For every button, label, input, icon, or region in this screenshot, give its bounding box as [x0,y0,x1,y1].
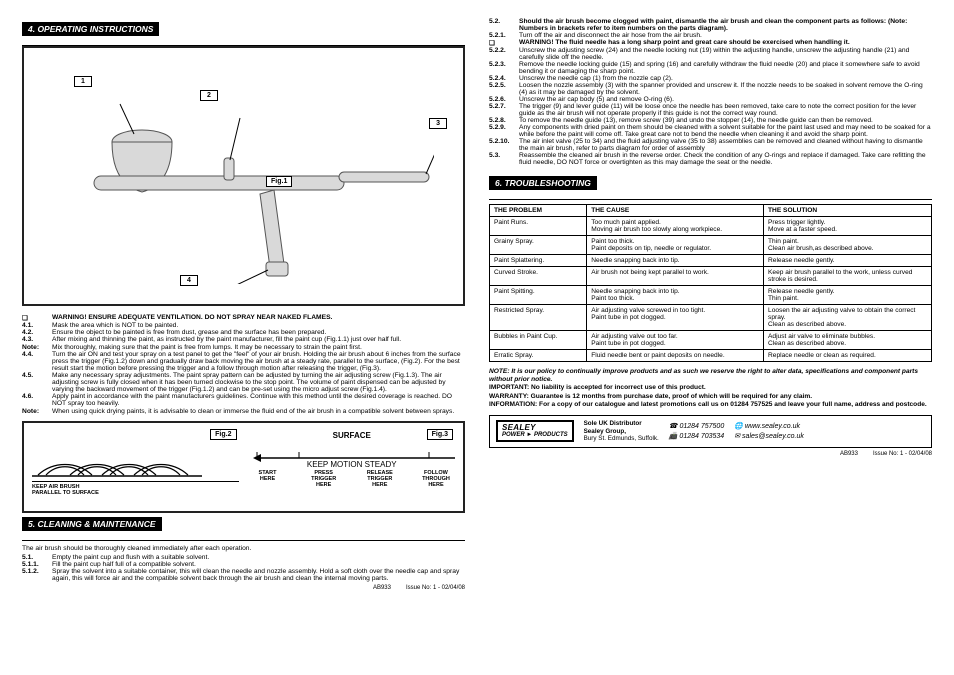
table-row: Paint Spitting.Needle snapping back into… [490,286,932,305]
fax-icon: 📠 [669,433,678,440]
callout-4: 4 [180,275,198,286]
footer-notes: NOTE: It is our policy to continually im… [489,368,932,409]
figure-1: 1 2 3 4 Fig.1 [22,46,465,306]
phone-icon: ☎ [669,423,678,430]
table-row: Paint Runs.Too much paint applied.Moving… [490,217,932,236]
fig3-surface: SURFACE [249,431,456,440]
callout-3: 3 [429,118,447,129]
web-icon: 🌐 [734,423,743,430]
troubleshooting-table: THE PROBLEM THE CAUSE THE SOLUTION Paint… [489,204,932,362]
section5-text: The air brush should be thoroughly clean… [22,545,465,582]
table-row: Paint Splattering.Needle snapping back i… [490,255,932,267]
airbrush-illustration [54,64,434,284]
figures-2-3: Fig.2 KEEP AIR BRUSH PARALLEL TO SURFACE [22,421,465,513]
issue-left: AB933 Issue No: 1 - 02/04/08 [22,585,465,591]
fig2-label: Fig.2 [210,429,236,440]
fig3-label: Fig.3 [427,429,453,440]
callout-1: 1 [74,76,92,87]
section4-text: ❏WARNING! ENSURE ADEQUATE VENTILATION. D… [22,314,465,415]
table-row: Curved Stroke.Air brush not being kept p… [490,267,932,286]
table-row: Grainy Spray.Paint too thick.Paint depos… [490,236,932,255]
fig3-line [249,440,456,462]
contact-box: SEALEY POWER ► PRODUCTS Sole UK Distribu… [489,415,932,448]
fig1-label: Fig.1 [266,176,292,187]
issue-right: AB933 Issue No: 1 - 02/04/08 [489,451,932,457]
table-row: Erratic Spray.Fluid needle bent or paint… [490,350,932,362]
sec4-heading: 4. OPERATING INSTRUCTIONS [22,18,465,42]
callout-2: 2 [200,90,218,101]
mail-icon: ✉ [734,433,740,440]
section52-text: 5.2.Should the air brush become clogged … [489,18,932,166]
table-row: Restricted Spray.Air adjusting valve scr… [490,305,932,331]
sealey-logo: SEALEY POWER ► PRODUCTS [496,420,574,442]
sec6-heading: 6. TROUBLESHOOTING [489,172,932,196]
table-row: Bubbles in Paint Cup.Air adjusting valve… [490,331,932,350]
sec5-heading: 5. CLEANING & MAINTENANCE [22,513,465,537]
fig2-arcs [32,431,239,477]
